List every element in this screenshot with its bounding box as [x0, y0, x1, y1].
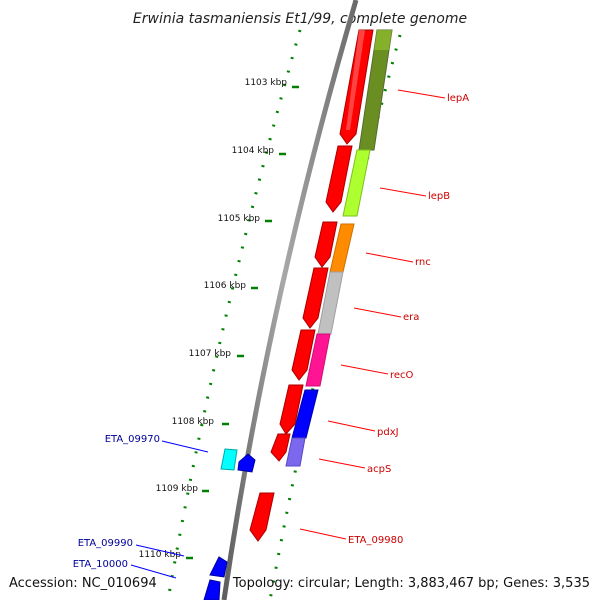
ETA_09970-label[interactable]: ETA_09970 — [105, 434, 160, 445]
ETA_09980-leader-line — [299, 528, 347, 540]
lepB-leader-line — [379, 187, 427, 197]
lepA-label[interactable]: lepA — [447, 93, 469, 104]
lepA-leader-line — [397, 89, 446, 99]
kbp-tick-label: 1109 kbp — [156, 484, 199, 494]
pdxJ-label[interactable]: pdxJ — [377, 427, 399, 438]
acpS-label[interactable]: acpS — [367, 464, 391, 475]
ETA_09980-label[interactable]: ETA_09980 — [348, 535, 403, 546]
kbp-tick-label: 1103 kbp — [245, 78, 288, 88]
pdxJ-gene-arrow[interactable] — [279, 384, 304, 435]
ETA_10000-leader-line — [130, 564, 177, 579]
genome-backbone — [221, 0, 359, 600]
inner-dotted-track — [166, 29, 302, 600]
reverse-leader-lines — [130, 440, 209, 579]
kbp-tick-marks — [186, 85, 299, 560]
outer-dotted-track — [268, 34, 402, 600]
ETA_09970-leader-line — [161, 440, 209, 453]
recO-label[interactable]: recO — [390, 370, 414, 381]
lepB-gene-arrow[interactable] — [325, 145, 353, 213]
ETA_09990-leader-line — [135, 544, 185, 557]
lepB-cog-segment[interactable] — [342, 149, 371, 217]
era-label[interactable]: era — [403, 312, 419, 323]
ETA_09970-gene-arrow[interactable] — [237, 453, 256, 473]
forward-leader-lines — [299, 89, 446, 540]
acpS-gene-arrow[interactable] — [270, 433, 291, 462]
recO-gene-arrow[interactable] — [291, 329, 316, 381]
topology-text: Topology: circular; Length: 3,883,467 bp… — [232, 576, 590, 591]
era-cog-segment[interactable] — [317, 271, 344, 335]
pdxJ-cog-segment[interactable] — [291, 389, 319, 439]
forward-cds-track — [249, 29, 374, 542]
acpS-cog-segment[interactable] — [285, 437, 306, 467]
recO-cog-segment[interactable] — [305, 333, 331, 387]
ETA_10000-gene-arrow[interactable] — [203, 579, 221, 600]
pdxJ-leader-line — [327, 420, 376, 432]
kbp-tick-label: 1106 kbp — [204, 281, 247, 291]
lepA-gene-highlight — [346, 30, 365, 130]
ETA_09990-gene-arrow[interactable] — [209, 556, 228, 578]
kbp-tick-label: 1107 kbp — [189, 349, 232, 359]
ETA_09990-label[interactable]: ETA_09990 — [78, 538, 133, 549]
era-gene-arrow[interactable] — [302, 267, 329, 329]
accession-text: Accession: NC_010694 — [9, 576, 157, 591]
rnc-label[interactable]: rnc — [415, 257, 431, 268]
cog-track — [285, 29, 393, 467]
ETA_09980-gene-arrow[interactable] — [249, 492, 275, 542]
acpS-leader-line — [318, 458, 366, 469]
kbp-tick-label: 1108 kbp — [172, 417, 215, 427]
kbp-tick-label: 1110 kbp — [139, 550, 182, 560]
ETA_10000-label[interactable]: ETA_10000 — [73, 559, 128, 570]
kbp-tick-label: 1105 kbp — [218, 214, 261, 224]
lepA-cog-highlight — [374, 30, 392, 50]
kbp-tick-label: 1104 kbp — [232, 146, 275, 156]
ETA_09970-cog-box[interactable] — [220, 448, 238, 471]
reverse-cds-track — [203, 448, 256, 600]
era-leader-line — [353, 307, 402, 318]
rnc-leader-line — [365, 252, 414, 263]
rnc-gene-arrow[interactable] — [314, 221, 338, 268]
lepB-label[interactable]: lepB — [428, 191, 450, 202]
recO-leader-line — [340, 364, 389, 375]
map-title: Erwinia tasmaniensis Et1/99, complete ge… — [133, 11, 467, 27]
